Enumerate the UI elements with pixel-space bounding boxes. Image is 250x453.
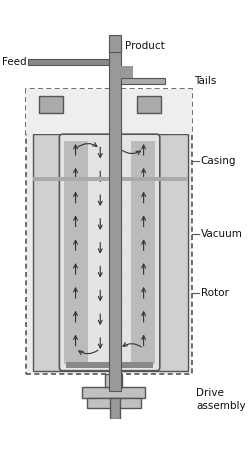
Bar — [105, 374, 122, 387]
Bar — [109, 42, 121, 391]
Text: Drive
assembly: Drive assembly — [196, 389, 246, 411]
Text: Feed: Feed — [2, 57, 26, 67]
Bar — [121, 66, 132, 84]
Text: Casing: Casing — [201, 156, 236, 166]
Bar — [33, 134, 188, 371]
Bar — [131, 141, 155, 364]
Bar — [82, 387, 145, 398]
Bar — [66, 362, 153, 368]
Bar — [26, 89, 192, 134]
Bar — [39, 96, 63, 113]
Bar — [28, 59, 109, 65]
Bar — [137, 96, 161, 113]
Bar — [88, 398, 141, 408]
Text: Tails: Tails — [194, 76, 216, 86]
Text: Product: Product — [124, 41, 164, 51]
Bar — [64, 141, 88, 364]
Text: Rotor: Rotor — [201, 288, 228, 298]
FancyBboxPatch shape — [60, 134, 160, 371]
Bar — [33, 177, 188, 181]
Bar — [26, 89, 192, 374]
Bar — [109, 35, 121, 53]
Text: Vacuum: Vacuum — [201, 229, 242, 239]
Bar — [121, 78, 165, 84]
Bar — [110, 398, 120, 419]
